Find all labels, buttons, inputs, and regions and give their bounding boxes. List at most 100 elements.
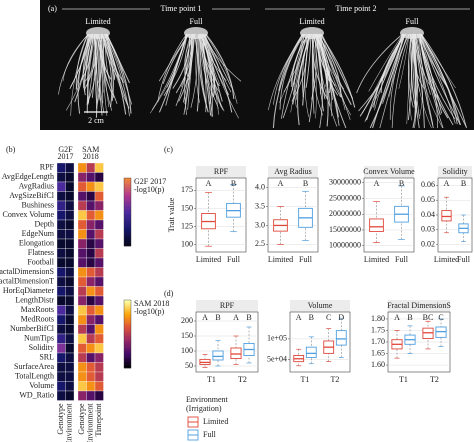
strip (388, 300, 450, 312)
heat-cell (65, 210, 75, 221)
letter: C (438, 313, 443, 322)
heat-cell (56, 162, 66, 173)
y-tick-label: 5e+04 (267, 354, 287, 363)
heat-cell (94, 295, 104, 306)
heat-cell (65, 248, 75, 259)
y-tick-label: 200 (181, 316, 193, 325)
heat-cell (65, 162, 75, 173)
root-strand (406, 33, 412, 125)
colorbar-segment (124, 337, 131, 340)
y-tick-label: 1.70 (371, 337, 385, 346)
row-label: LengthDistr (15, 296, 54, 305)
heat-cell (65, 286, 75, 297)
box (369, 218, 384, 232)
letter: A (202, 313, 208, 322)
column-label: Environment (65, 403, 74, 442)
colorbar-segment (124, 301, 131, 304)
y-tick-label: 100 (181, 346, 193, 355)
strip (196, 166, 246, 178)
y-tick-label: 100 (181, 240, 193, 249)
heat-cell (77, 191, 87, 202)
column-label: Genotype (77, 403, 86, 435)
y-tick-label: 0.05 (421, 195, 435, 204)
root-strand (157, 33, 187, 102)
root-strand (359, 33, 404, 117)
treatment-label: Limited (85, 17, 110, 26)
colorbar-segment (124, 366, 131, 369)
root-strand (203, 33, 230, 96)
colorbar-frame (123, 299, 132, 369)
heat-cell (77, 181, 87, 192)
heat-cell (94, 267, 104, 278)
root-strand (98, 33, 108, 116)
heat-cell (65, 381, 75, 392)
box (335, 330, 347, 346)
heat-cell (94, 305, 104, 316)
colorbar-segment (124, 239, 131, 242)
y-tick-label: 2.5 (255, 239, 265, 248)
heat-cell (65, 276, 75, 287)
heat-cell (77, 276, 87, 287)
colorbar-segment (124, 237, 131, 240)
root-strand (373, 33, 407, 108)
root-strand (420, 33, 467, 127)
time-point-label: Time point 2 (335, 4, 376, 13)
colorbar-segment (124, 359, 131, 362)
colorbar-segment (124, 196, 131, 199)
heat-cell (56, 295, 66, 306)
x-tick-label: T1 (399, 375, 408, 384)
row-label: SurfaceArea (14, 362, 54, 371)
letter: B (399, 179, 404, 188)
heat-cell (77, 362, 87, 373)
x-tick-label: Limited (268, 255, 293, 264)
heat-cell (56, 172, 66, 183)
root-strand (418, 33, 441, 115)
row-label: Elongation (19, 239, 54, 248)
heat-cell (94, 352, 104, 363)
row-label: MaxRoots (21, 305, 54, 314)
heat-cell (56, 219, 66, 230)
root-strand (273, 33, 305, 105)
colorbar-segment (124, 335, 131, 338)
heat-cell (65, 295, 75, 306)
heat-cell (65, 181, 75, 192)
subplot-title: Fractal DimensionS (387, 301, 451, 310)
heat-cell (77, 257, 87, 268)
heat-cell (86, 257, 96, 268)
heat-cell (56, 343, 66, 354)
group-label: 2018 (83, 152, 99, 161)
colorbar-segment (124, 318, 131, 321)
colorbar-segment (124, 351, 131, 353)
root-strand (321, 33, 354, 99)
heat-cell (86, 229, 96, 240)
heat-cell (94, 229, 104, 240)
root-strand (74, 33, 90, 103)
heat-cell (56, 381, 66, 392)
colorbar-segment (124, 334, 131, 336)
root-strand (280, 33, 306, 119)
heat-cell (65, 352, 75, 363)
panel-label: (d) (164, 289, 174, 298)
colorbar-segment (124, 195, 131, 197)
y-tick-label: 30000000 (329, 178, 361, 187)
colorbar-segment (124, 203, 131, 206)
root-strand (418, 33, 439, 129)
heat-cell (77, 200, 87, 211)
heat-cell (86, 314, 96, 325)
y-tick-label: 15000000 (329, 225, 361, 234)
root-strand (70, 33, 89, 116)
heat-cell (65, 238, 75, 249)
root-strand (413, 33, 418, 129)
root-strand (202, 33, 219, 92)
colorbar-segment (124, 347, 131, 350)
heat-cell (56, 324, 66, 335)
heat-cell (77, 229, 87, 240)
heat-cell (65, 191, 75, 202)
letter: B (461, 179, 466, 188)
letter: B (246, 313, 251, 322)
root-strand (58, 33, 89, 95)
letter: D (338, 313, 344, 322)
colorbar-segment (124, 315, 131, 318)
root-strand (290, 33, 307, 113)
root-strand (305, 33, 312, 88)
